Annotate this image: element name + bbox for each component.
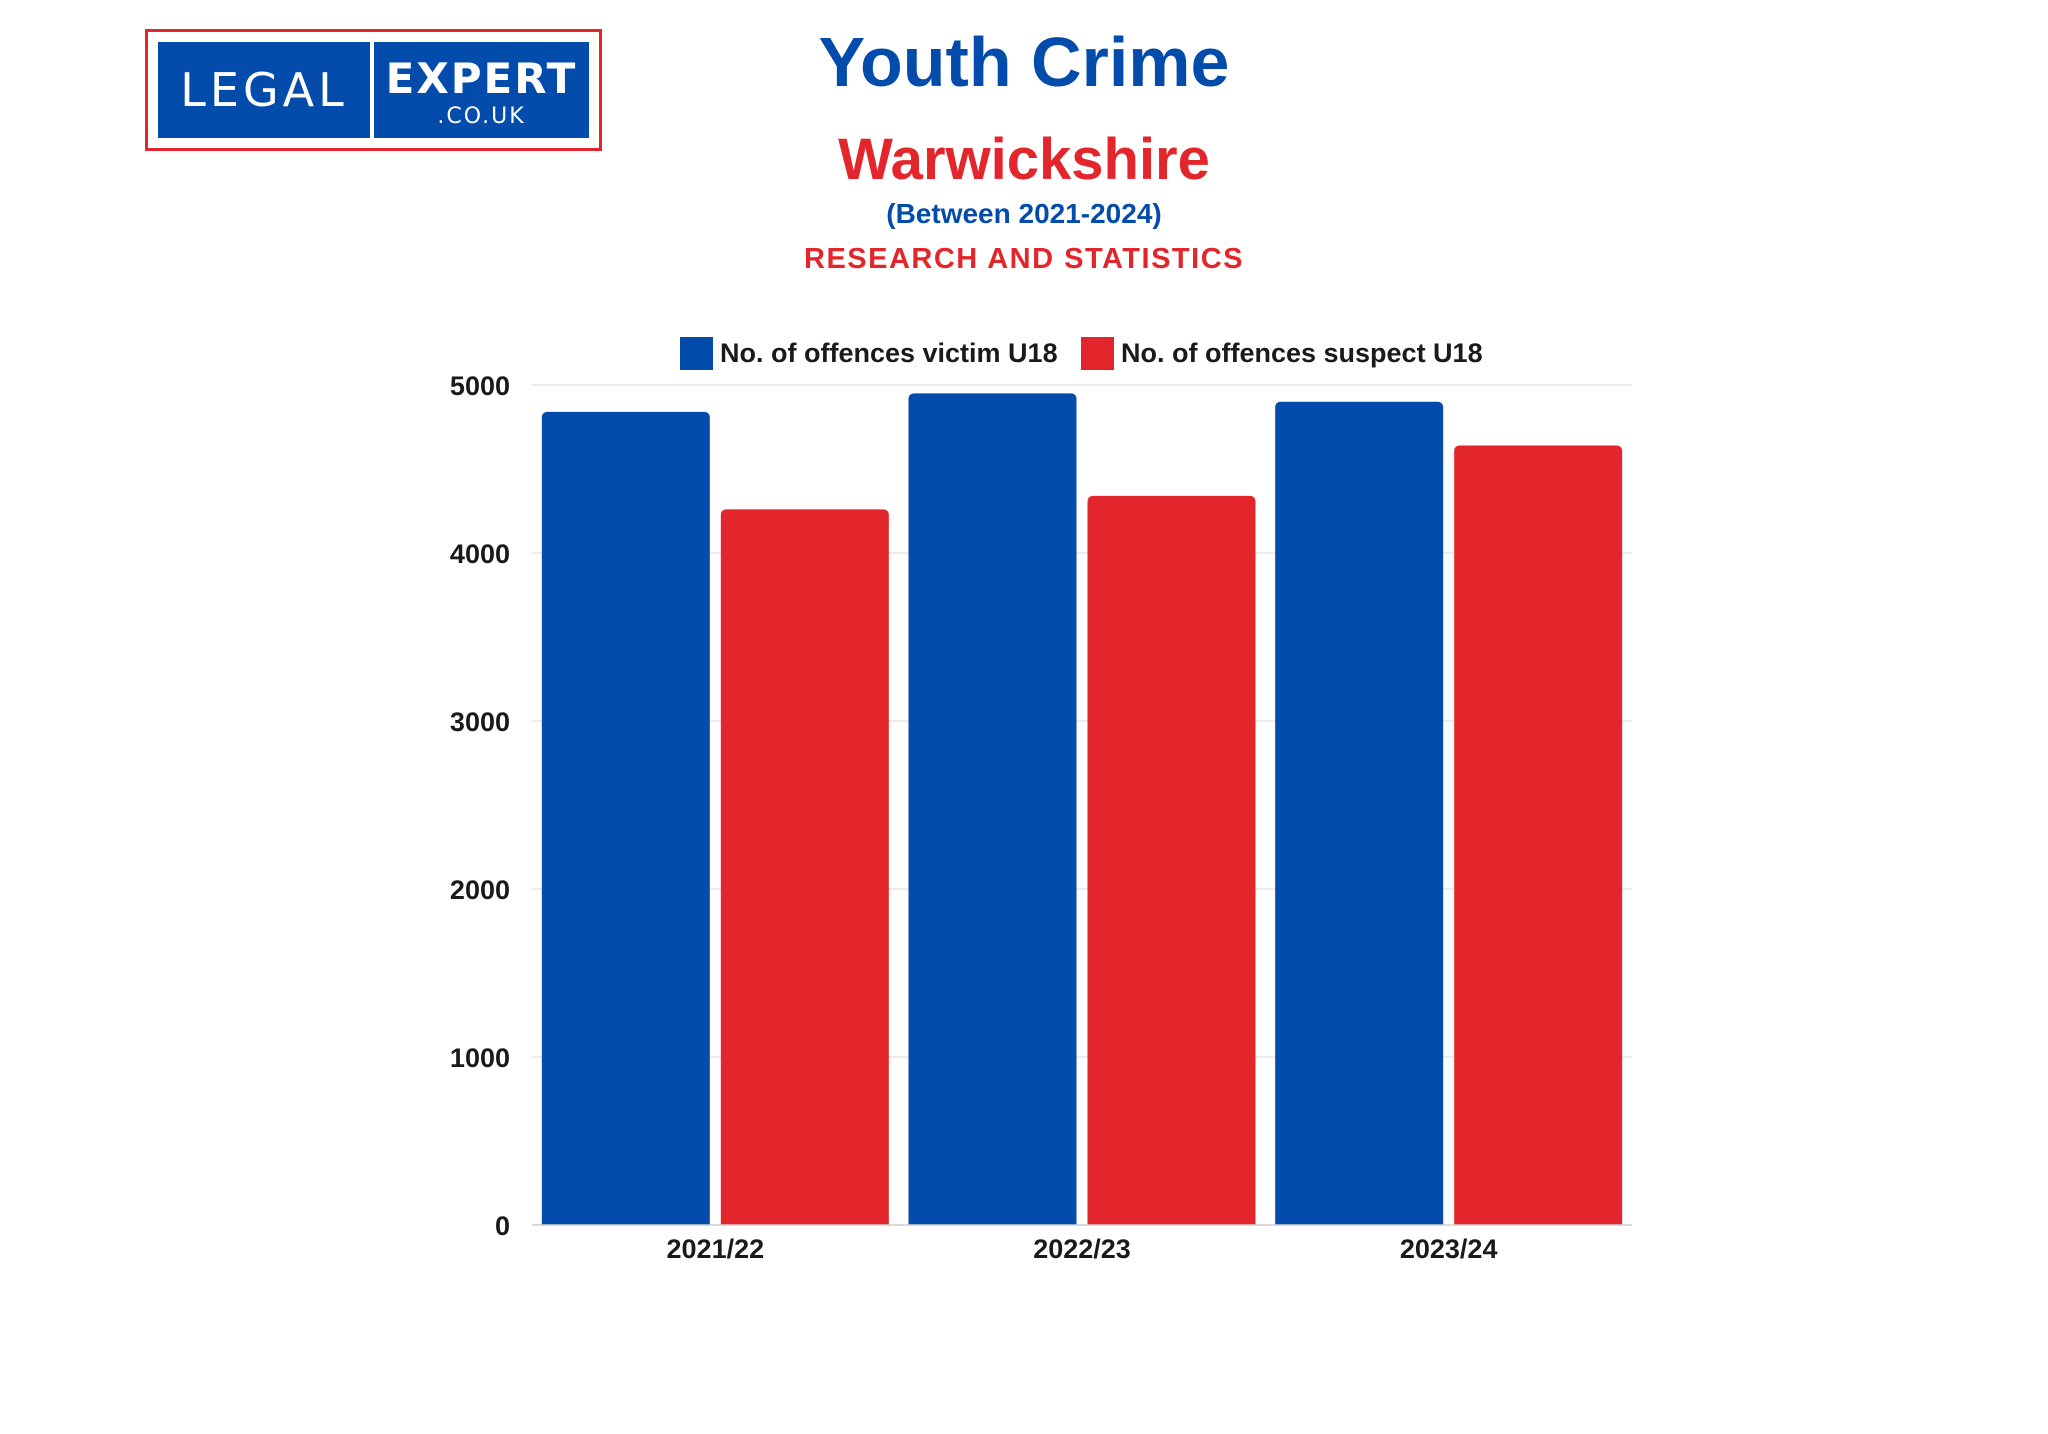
legend-swatch-suspect — [1081, 337, 1114, 370]
y-tick-label: 5000 — [450, 371, 510, 401]
chart-subtitle: Warwickshire — [838, 127, 1210, 192]
x-category-label: 2021/22 — [667, 1234, 765, 1264]
bar-victim-u18 — [908, 393, 1077, 1225]
chart-period: (Between 2021-2024) — [886, 198, 1162, 229]
legal-expert-logo: LEGAL EXPERT .CO.UK — [145, 29, 602, 151]
bar-suspect-u18 — [720, 509, 889, 1225]
legend-swatch-victim — [680, 337, 713, 370]
logo-legal-block: LEGAL — [158, 42, 370, 138]
logo-expert-text: EXPERT — [385, 54, 578, 103]
y-tick-label: 0 — [495, 1211, 510, 1241]
chart-bars — [541, 393, 1623, 1226]
y-tick-label: 1000 — [450, 1043, 510, 1073]
logo-legal-text: LEGAL — [180, 63, 348, 117]
x-category-label: 2023/24 — [1400, 1234, 1498, 1264]
chart-title: Youth Crime — [818, 23, 1230, 101]
legend-label-victim: No. of offences victim U18 — [720, 338, 1058, 368]
logo-expert-block: EXPERT .CO.UK — [374, 42, 589, 138]
x-category-label: 2022/23 — [1033, 1234, 1131, 1264]
bar-suspect-u18 — [1087, 495, 1256, 1225]
chart-legend: No. of offences victim U18 No. of offence… — [680, 337, 1483, 370]
chart-gridlines — [532, 384, 1632, 1058]
chart-tagline: RESEARCH AND STATISTICS — [804, 243, 1244, 275]
y-axis-ticks: 0 1000 2000 3000 4000 5000 — [450, 371, 510, 1241]
bar-victim-u18 — [1275, 401, 1444, 1225]
y-tick-label: 2000 — [450, 875, 510, 905]
x-axis-categories: 2021/22 2022/23 2023/24 — [667, 1234, 1498, 1264]
logo-couk-text: .CO.UK — [437, 104, 526, 129]
bar-victim-u18 — [541, 411, 710, 1225]
bar-suspect-u18 — [1454, 445, 1623, 1226]
y-tick-label: 3000 — [450, 707, 510, 737]
y-tick-label: 4000 — [450, 539, 510, 569]
legend-label-suspect: No. of offences suspect U18 — [1121, 338, 1483, 368]
